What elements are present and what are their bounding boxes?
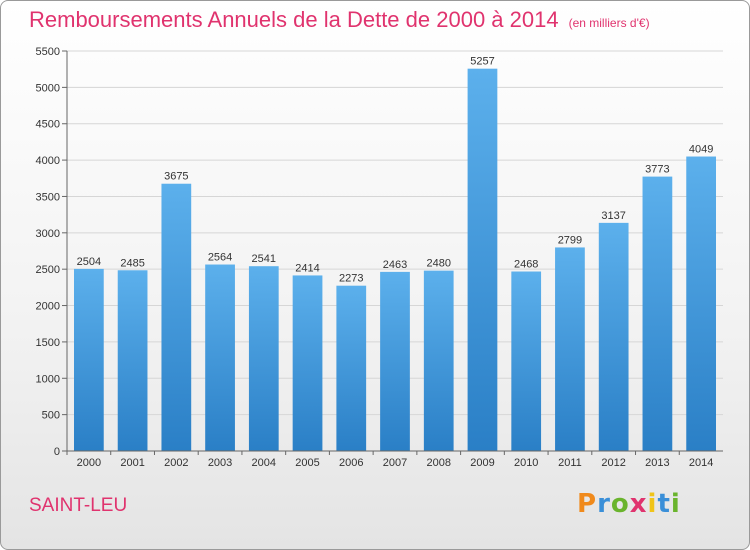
bar-2004 bbox=[248, 266, 279, 451]
data-label-2012: 3137 bbox=[601, 210, 625, 222]
bar-2005 bbox=[292, 275, 323, 451]
logo-letter: i bbox=[647, 489, 658, 519]
y-axis: 0 500 1000 1500 2000 2500 3000 3500 4000 4500 5000… bbox=[36, 46, 68, 458]
chart-title: Remboursements Annuels de la Dette de 20… bbox=[29, 7, 650, 33]
bar-2012 bbox=[598, 222, 629, 451]
bar-2003 bbox=[205, 264, 235, 451]
proxiti-logo[interactable]: Proxiti bbox=[577, 489, 681, 519]
data-label-2004: 2541 bbox=[252, 253, 276, 265]
data-label-2005: 2414 bbox=[295, 262, 319, 274]
x-tick-label: 2012 bbox=[601, 457, 625, 469]
logo-letter: i bbox=[670, 489, 681, 519]
y-tick-label: 5000 bbox=[36, 82, 60, 94]
data-label-2014: 4049 bbox=[689, 144, 713, 156]
bar-2010 bbox=[511, 271, 542, 451]
data-label-2002: 3675 bbox=[164, 171, 188, 183]
bar-2013 bbox=[642, 176, 673, 451]
bar-2011 bbox=[555, 247, 585, 451]
bar-2002 bbox=[161, 183, 192, 451]
data-label-2009: 5257 bbox=[470, 56, 494, 68]
logo-letter: r bbox=[597, 489, 611, 519]
y-tick-label: 2500 bbox=[36, 264, 60, 276]
bar-2000 bbox=[73, 268, 104, 451]
y-tick-label: 4000 bbox=[36, 155, 60, 167]
bar-2001 bbox=[117, 270, 148, 451]
y-tick-label: 5500 bbox=[36, 46, 60, 58]
y-tick-label: 0 bbox=[54, 446, 60, 458]
y-tick-label: 2000 bbox=[36, 301, 60, 313]
x-tick-label: 2008 bbox=[426, 457, 450, 469]
x-tick-label: 2014 bbox=[689, 457, 713, 469]
y-tick-label: 1000 bbox=[36, 373, 60, 385]
x-tick-label: 2009 bbox=[470, 457, 494, 469]
x-tick-label: 2000 bbox=[77, 457, 101, 469]
bar-2006 bbox=[336, 285, 367, 451]
x-tick-label: 2005 bbox=[295, 457, 319, 469]
logo-letter: x bbox=[629, 489, 648, 519]
data-label-2007: 2463 bbox=[383, 259, 407, 271]
bars: 2504 2485 3675 2564 2541 2414 2273 2463 2480 5257… bbox=[73, 56, 717, 451]
y-tick-label: 500 bbox=[42, 410, 60, 422]
x-tick-label: 2001 bbox=[120, 457, 144, 469]
x-tick-label: 2004 bbox=[252, 457, 276, 469]
x-tick-label: 2006 bbox=[339, 457, 363, 469]
data-label-2006: 2273 bbox=[339, 273, 363, 285]
bar-2008 bbox=[423, 270, 454, 451]
bar-2009 bbox=[467, 68, 498, 451]
data-label-2003: 2564 bbox=[208, 252, 232, 264]
bar-2007 bbox=[380, 271, 410, 451]
y-tick-label: 3000 bbox=[36, 228, 60, 240]
data-label-2000: 2504 bbox=[77, 256, 101, 268]
chart-subtitle: (en milliers d'€) bbox=[568, 16, 650, 30]
logo-letter: o bbox=[610, 489, 630, 519]
logo-letter: P bbox=[577, 489, 598, 519]
x-tick-label: 2007 bbox=[383, 457, 407, 469]
x-tick-label: 2010 bbox=[514, 457, 538, 469]
data-label-2001: 2485 bbox=[120, 257, 144, 269]
data-label-2008: 2480 bbox=[426, 258, 450, 270]
data-label-2013: 3773 bbox=[645, 164, 669, 176]
bar-2014 bbox=[686, 156, 717, 451]
data-label-2011: 2799 bbox=[558, 234, 582, 246]
x-tick-label: 2002 bbox=[164, 457, 188, 469]
x-tick-label: 2003 bbox=[208, 457, 232, 469]
city-name: SAINT-LEU bbox=[29, 495, 128, 516]
x-tick-label: 2011 bbox=[558, 457, 582, 469]
logo-letter: t bbox=[657, 489, 671, 519]
x-axis: 2000 2001 2002 2003 2004 2005 2006 2007 2008 2009… bbox=[66, 450, 723, 469]
x-tick-label: 2013 bbox=[645, 457, 669, 469]
data-label-2010: 2468 bbox=[514, 259, 538, 271]
y-tick-label: 4500 bbox=[36, 119, 60, 131]
chart-title-text: Remboursements Annuels de la Dette de 20… bbox=[29, 7, 559, 32]
y-tick-label: 1500 bbox=[36, 337, 60, 349]
y-tick-label: 3500 bbox=[36, 191, 60, 203]
